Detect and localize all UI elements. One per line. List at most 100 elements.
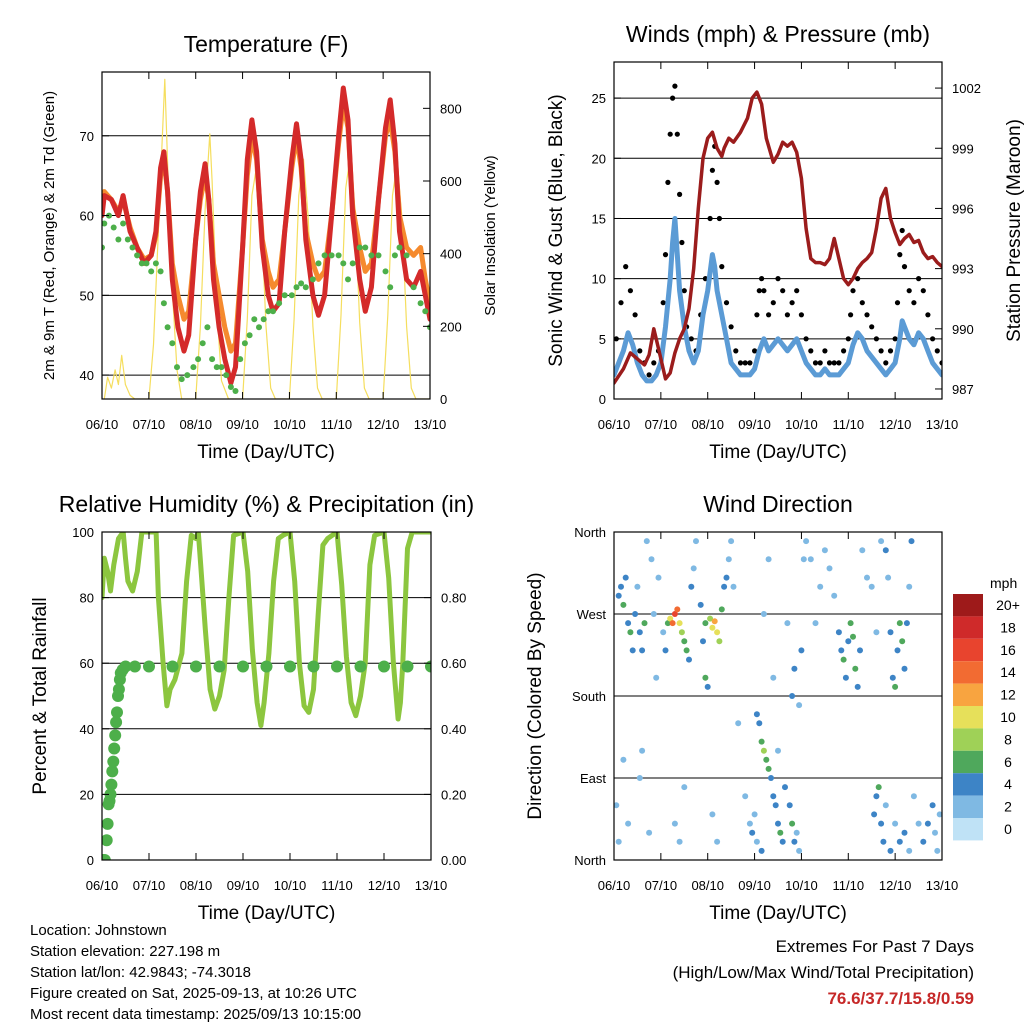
- winds-y-right-tick-label: 990: [952, 322, 974, 337]
- temperature-chart: Temperature (F) 06/10 07/10 08/10 09/10 10/10…: [41, 31, 499, 463]
- direction-point: [655, 574, 662, 581]
- direction-point: [892, 820, 899, 827]
- direction-point: [793, 829, 800, 836]
- direction-point: [838, 647, 845, 654]
- td-point: [169, 340, 176, 347]
- direction-point: [796, 702, 803, 709]
- direction-point: [920, 838, 927, 845]
- winds-y-tick-label: 5: [599, 332, 606, 347]
- temperature-x-tick-label: 06/10: [86, 417, 119, 432]
- td-point: [276, 300, 283, 307]
- td-point: [335, 252, 342, 259]
- direction-point: [789, 693, 796, 699]
- precip-point: [237, 660, 249, 673]
- direction-point: [714, 629, 721, 636]
- direction-point: [894, 647, 901, 654]
- direction-point: [908, 538, 915, 545]
- extremes-block: Extremes For Past 7 Days (High/Low/Max W…: [673, 934, 974, 1012]
- direction-point: [639, 647, 646, 654]
- direction-point: [887, 629, 894, 636]
- direction-point: [915, 820, 922, 827]
- winds-y-tick-label: 10: [592, 272, 606, 287]
- direction-point: [648, 556, 655, 563]
- direction-point: [632, 611, 639, 617]
- direction-point: [716, 638, 723, 645]
- colorbar-label: 2: [1004, 799, 1012, 815]
- td-point: [190, 364, 197, 371]
- td-point: [227, 384, 234, 390]
- td-point: [321, 252, 328, 259]
- precip-point: [166, 660, 179, 673]
- direction-point: [903, 620, 910, 627]
- direction-point: [857, 647, 863, 654]
- direction-point: [798, 647, 805, 654]
- td-point: [178, 376, 185, 383]
- direction-point: [779, 838, 786, 845]
- td-point: [340, 260, 347, 267]
- humidity-chart: Relative Humidity (%) & Precipitation (i…: [30, 491, 474, 924]
- direction-point: [760, 611, 767, 617]
- td-point: [265, 308, 272, 315]
- winds-y-tick-label: 0: [599, 392, 606, 407]
- direction-y-tick-label: North: [574, 525, 606, 540]
- station-latlon: Station lat/lon: 42.9843; -74.3018: [30, 964, 252, 981]
- winds-x-tick-label: 11/10: [832, 417, 864, 432]
- gust-point: [808, 348, 814, 354]
- direction-point: [751, 811, 758, 818]
- gust-point: [784, 312, 791, 318]
- humidity-y-right-tick-label: 0.60: [441, 656, 466, 671]
- temperature-y-axis-label: 2m & 9m T (Red, Orange) & 2m Td (Green): [41, 91, 58, 380]
- temperature-y-right-axis-label: Solar Insolation (Yellow): [482, 155, 499, 315]
- winds-y-axis-label: Sonic Wind & Gust (Blue, Black): [546, 94, 567, 366]
- gust-point: [845, 336, 851, 342]
- direction-point: [678, 629, 685, 636]
- direction-point: [676, 838, 683, 845]
- direction-point: [686, 656, 692, 663]
- gust-point: [646, 372, 652, 378]
- direction-point: [650, 611, 657, 617]
- direction-point: [901, 665, 908, 672]
- direction-point: [627, 629, 634, 636]
- td-point: [251, 316, 258, 323]
- precip-point: [105, 778, 118, 791]
- direction-point: [770, 793, 777, 800]
- direction-point: [842, 674, 849, 681]
- humidity-y-tick-label: 0: [87, 853, 94, 868]
- temperature-y-tick-label: 70: [80, 129, 94, 144]
- gust-point: [714, 179, 720, 185]
- colorbar-label: 8: [1004, 731, 1012, 747]
- direction-point: [636, 775, 643, 781]
- gust-point: [878, 348, 884, 354]
- direction-point: [775, 820, 781, 827]
- direction-x-tick-label: 11/10: [832, 878, 864, 893]
- winds-x-tick-label: 12/10: [879, 417, 912, 432]
- colorbar-swatch: [953, 616, 983, 639]
- direction-point: [859, 547, 866, 554]
- direction-y-axis-label: Direction (Colored By Speed): [525, 572, 546, 819]
- gust-point: [752, 348, 758, 354]
- direction-point: [721, 583, 728, 590]
- humidity-frame: [101, 531, 432, 861]
- td-point: [199, 340, 206, 347]
- winds-y-tick-label: 20: [592, 151, 606, 166]
- gust-point: [677, 191, 683, 197]
- gust-point: [623, 264, 629, 270]
- gust-point: [939, 360, 942, 366]
- direction-point: [873, 629, 880, 636]
- winds-y-tick-label: 15: [592, 211, 606, 226]
- td-point: [110, 224, 117, 231]
- direction-point: [641, 620, 648, 627]
- direction-point: [796, 847, 803, 854]
- humidity-y-tick-label: 20: [80, 787, 94, 802]
- colorbar-swatch: [953, 661, 983, 684]
- td-point: [328, 252, 335, 259]
- temperature-y-right-tick-label: 200: [440, 319, 462, 334]
- td-point: [298, 280, 305, 287]
- td-point: [302, 284, 309, 291]
- direction-point: [803, 538, 810, 545]
- humidity-x-tick-label: 12/10: [368, 878, 401, 893]
- direction-point: [697, 601, 704, 608]
- direction-point: [896, 838, 903, 845]
- gust-point: [759, 276, 765, 282]
- temperature-y-right-tick-label: 600: [440, 174, 462, 189]
